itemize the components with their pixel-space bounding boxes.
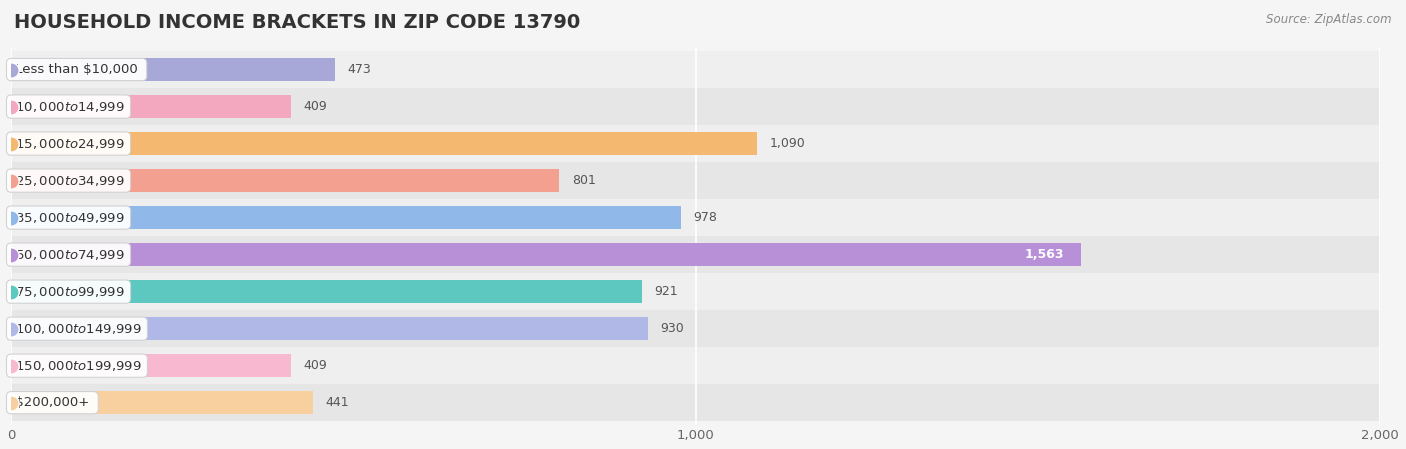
Text: 441: 441: [325, 396, 349, 409]
Text: 409: 409: [304, 100, 328, 113]
Text: Source: ZipAtlas.com: Source: ZipAtlas.com: [1267, 13, 1392, 26]
Bar: [0, 88, 1406, 125]
Text: HOUSEHOLD INCOME BRACKETS IN ZIP CODE 13790: HOUSEHOLD INCOME BRACKETS IN ZIP CODE 13…: [14, 13, 581, 32]
Bar: [11, 206, 681, 229]
Bar: [11, 280, 641, 303]
Text: Less than $10,000: Less than $10,000: [11, 63, 142, 76]
Bar: [0, 199, 1406, 236]
Text: 409: 409: [304, 359, 328, 372]
Bar: [11, 243, 1081, 266]
Text: 473: 473: [347, 63, 371, 76]
Bar: [11, 132, 758, 155]
Bar: [0, 347, 1406, 384]
Text: $100,000 to $149,999: $100,000 to $149,999: [11, 321, 143, 336]
Bar: [0, 51, 1406, 88]
Text: 921: 921: [654, 285, 678, 298]
Text: $10,000 to $14,999: $10,000 to $14,999: [11, 100, 127, 114]
Bar: [0, 162, 1406, 199]
Bar: [11, 169, 560, 192]
Text: 1,090: 1,090: [769, 137, 806, 150]
Bar: [11, 354, 291, 377]
Text: $35,000 to $49,999: $35,000 to $49,999: [11, 211, 127, 224]
Text: $150,000 to $199,999: $150,000 to $199,999: [11, 359, 143, 373]
Bar: [0, 384, 1406, 421]
Bar: [11, 58, 335, 81]
Bar: [11, 95, 291, 118]
Bar: [11, 317, 648, 340]
Text: 1,563: 1,563: [1025, 248, 1064, 261]
Text: 930: 930: [659, 322, 683, 335]
Bar: [0, 310, 1406, 347]
Text: $200,000+: $200,000+: [11, 396, 94, 409]
Bar: [11, 391, 314, 414]
Bar: [0, 236, 1406, 273]
Text: 801: 801: [572, 174, 596, 187]
Text: $50,000 to $74,999: $50,000 to $74,999: [11, 248, 127, 262]
Text: 978: 978: [693, 211, 717, 224]
Text: $75,000 to $99,999: $75,000 to $99,999: [11, 285, 127, 299]
Text: $15,000 to $24,999: $15,000 to $24,999: [11, 136, 127, 150]
Text: $25,000 to $34,999: $25,000 to $34,999: [11, 174, 127, 188]
Bar: [0, 273, 1406, 310]
Bar: [0, 125, 1406, 162]
